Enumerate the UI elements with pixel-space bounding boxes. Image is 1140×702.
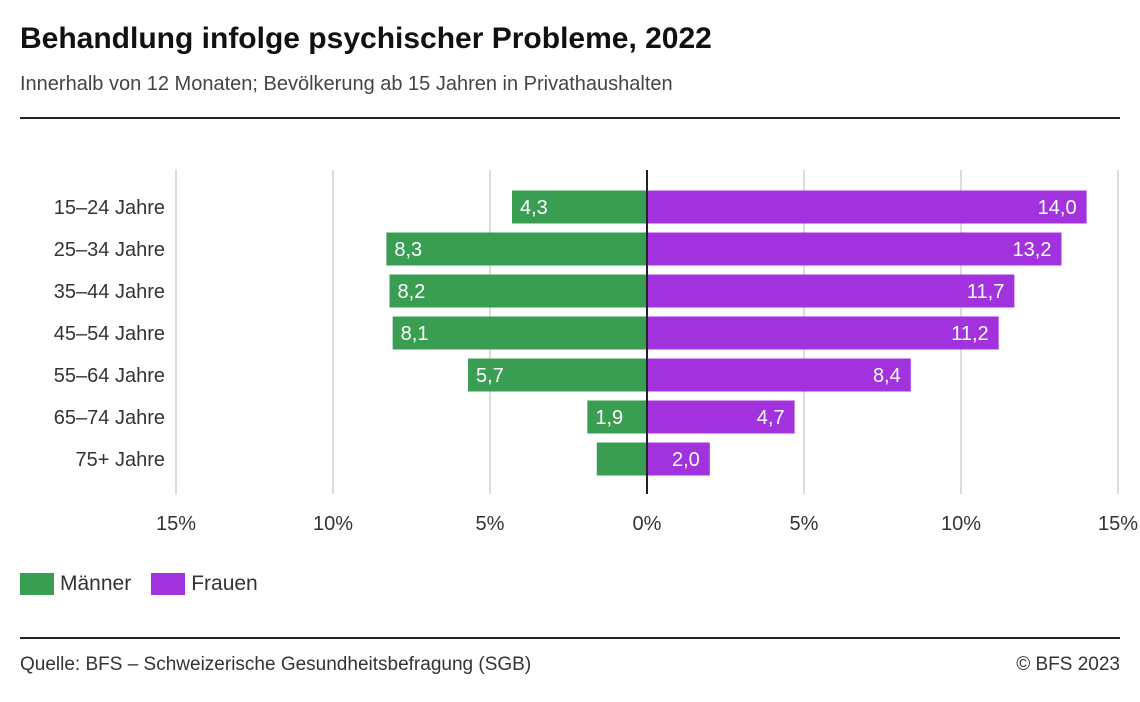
data-label-maenner: 8,3 — [394, 239, 422, 261]
bar-frauen — [647, 274, 1015, 308]
chart-title: Behandlung infolge psychischer Probleme,… — [20, 22, 712, 55]
copyright: © BFS 2023 — [1016, 654, 1120, 675]
data-label-maenner: 4,3 — [520, 197, 548, 219]
chart-plot: 15% 10% 5% 0% 5% 10% 15% 15–24 Jahre 4,3 14,0 25–3… — [54, 170, 1138, 535]
data-label-frauen: 14,0 — [1038, 197, 1077, 219]
category-label: 35–44 Jahre — [54, 281, 165, 303]
legend-swatch-maenner — [20, 573, 54, 595]
bar-frauen — [647, 442, 710, 476]
category-label: 25–34 Jahre — [54, 239, 165, 261]
data-label-frauen: 2,0 — [672, 449, 700, 471]
source-note: Quelle: BFS – Schweizerische Gesundheits… — [20, 654, 532, 675]
bar-frauen — [647, 316, 999, 350]
data-label-frauen: 8,4 — [873, 365, 901, 387]
data-label-maenner: 1,9 — [595, 407, 623, 429]
bar-maenner — [386, 232, 647, 266]
x-tick-label: 10% — [313, 513, 353, 535]
top-divider — [20, 117, 1120, 119]
data-label-frauen: 11,2 — [951, 323, 988, 345]
legend: Männer Frauen — [20, 572, 278, 596]
category-label: 75+ Jahre — [75, 449, 165, 471]
data-label-frauen: 11,7 — [967, 281, 1004, 303]
legend-item-maenner: Männer — [20, 572, 131, 596]
category-label: 65–74 Jahre — [54, 407, 165, 429]
bar-maenner — [596, 442, 647, 476]
bar-maenner — [392, 316, 647, 350]
x-tick-label: 15% — [1098, 513, 1138, 535]
data-label-maenner: 8,1 — [401, 323, 429, 345]
data-label-maenner: 8,2 — [398, 281, 426, 303]
bar-frauen — [647, 190, 1087, 224]
bar-maenner — [587, 400, 647, 434]
x-tick-label: 5% — [476, 513, 505, 535]
x-tick-label: 10% — [941, 513, 981, 535]
bar-maenner — [389, 274, 647, 308]
category-label: 15–24 Jahre — [54, 197, 165, 219]
bar-frauen — [647, 232, 1062, 266]
legend-label-frauen: Frauen — [191, 572, 258, 595]
category-label: 55–64 Jahre — [54, 365, 165, 387]
legend-item-frauen: Frauen — [151, 572, 258, 596]
x-tick-label: 5% — [790, 513, 819, 535]
bar-maenner — [511, 190, 647, 224]
bar-frauen — [647, 400, 795, 434]
bar-maenner — [468, 358, 647, 392]
data-label-frauen: 4,7 — [757, 407, 785, 429]
data-label-frauen: 13,2 — [1013, 239, 1052, 261]
x-tick-label: 0% — [633, 513, 662, 535]
x-tick-label: 15% — [156, 513, 196, 535]
category-label: 45–54 Jahre — [54, 323, 165, 345]
legend-label-maenner: Männer — [60, 572, 132, 595]
bottom-divider — [20, 637, 1120, 639]
chart-subtitle: Innerhalb von 12 Monaten; Bevölkerung ab… — [20, 73, 673, 95]
data-label-maenner: 5,7 — [476, 365, 504, 387]
bar-frauen — [647, 358, 911, 392]
legend-swatch-frauen — [151, 573, 186, 595]
